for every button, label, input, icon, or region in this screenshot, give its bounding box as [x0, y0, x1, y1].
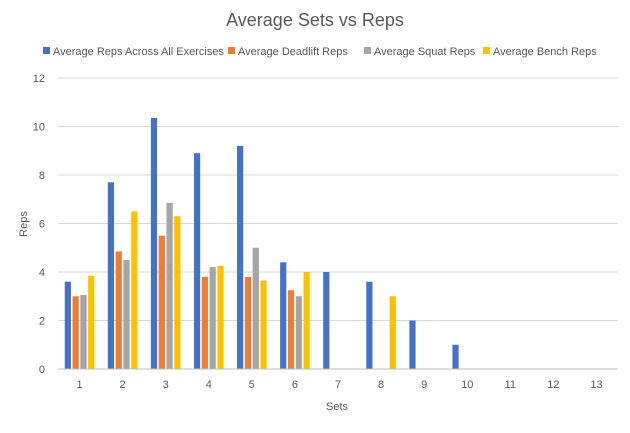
bar	[323, 272, 330, 369]
bar	[115, 251, 122, 369]
bar	[131, 211, 138, 369]
bar	[409, 320, 416, 369]
x-tick-label: 2	[120, 379, 126, 391]
y-tick-label: 0	[39, 364, 45, 376]
bar	[107, 182, 115, 369]
x-tick-label: 10	[461, 379, 473, 391]
bar	[303, 272, 310, 369]
y-tick-label: 10	[33, 122, 45, 134]
legend-swatch	[483, 47, 490, 54]
legend-label: Average Squat Reps	[374, 46, 476, 58]
x-tick-label: 12	[547, 379, 559, 391]
bars	[64, 118, 459, 369]
legend-label: Average Bench Reps	[493, 46, 597, 58]
x-tick-label: 7	[335, 379, 341, 391]
legend: Average Reps Across All Exercises Average…	[43, 46, 597, 58]
bar	[280, 262, 287, 369]
x-tick-label: 5	[249, 379, 255, 391]
x-tick-label: 6	[292, 379, 298, 391]
bar	[452, 344, 459, 369]
bar	[366, 281, 373, 369]
y-tick-label: 6	[39, 219, 45, 231]
x-axis-ticks: 1 2 3 4 5 6 7 8 9 10 11 12 13	[76, 379, 602, 391]
y-tick-label: 4	[39, 267, 45, 279]
y-tick-label: 12	[33, 73, 45, 85]
bar	[64, 281, 71, 369]
y-tick-label: 2	[39, 316, 45, 328]
bar	[88, 275, 95, 369]
x-tick-label: 11	[505, 379, 516, 391]
legend-item: Average Squat Reps	[364, 46, 476, 58]
legend-item: Average Bench Reps	[483, 46, 597, 58]
bar	[217, 265, 224, 369]
bar	[72, 296, 79, 369]
legend-label: Average Reps Across All Exercises	[53, 46, 224, 58]
x-tick-label: 1	[76, 379, 82, 391]
bar	[389, 296, 396, 369]
bar	[209, 267, 216, 369]
bar	[150, 118, 158, 369]
y-tick-label: 8	[39, 170, 45, 182]
bar	[244, 276, 252, 369]
x-tick-label: 13	[590, 379, 602, 391]
legend-item: Average Reps Across All Exercises	[43, 46, 224, 58]
bar	[166, 202, 173, 369]
bar	[201, 276, 208, 369]
x-axis-title: Sets	[326, 401, 349, 413]
x-tick-label: 8	[378, 379, 384, 391]
bar	[295, 296, 302, 369]
bar	[80, 295, 87, 369]
chart-title: Average Sets vs Reps	[226, 10, 404, 30]
gridlines	[58, 77, 618, 321]
bar	[260, 280, 267, 369]
x-tick-label: 3	[163, 379, 169, 391]
x-tick-label: 9	[421, 379, 427, 391]
y-axis-ticks: 0 2 4 6 8 10 12	[33, 73, 45, 376]
y-axis-title: Reps	[18, 211, 30, 237]
bar	[237, 145, 244, 369]
legend-swatch	[43, 47, 50, 54]
legend-swatch	[364, 47, 371, 54]
bar	[193, 153, 201, 369]
bar	[123, 259, 130, 369]
x-tick-label: 4	[206, 379, 212, 391]
bar	[174, 216, 181, 369]
legend-label: Average Deadlift Reps	[238, 46, 348, 58]
bar	[252, 247, 259, 369]
legend-item: Average Deadlift Reps	[228, 46, 348, 58]
bar	[287, 290, 295, 369]
legend-swatch	[228, 47, 235, 54]
bar	[158, 235, 165, 369]
